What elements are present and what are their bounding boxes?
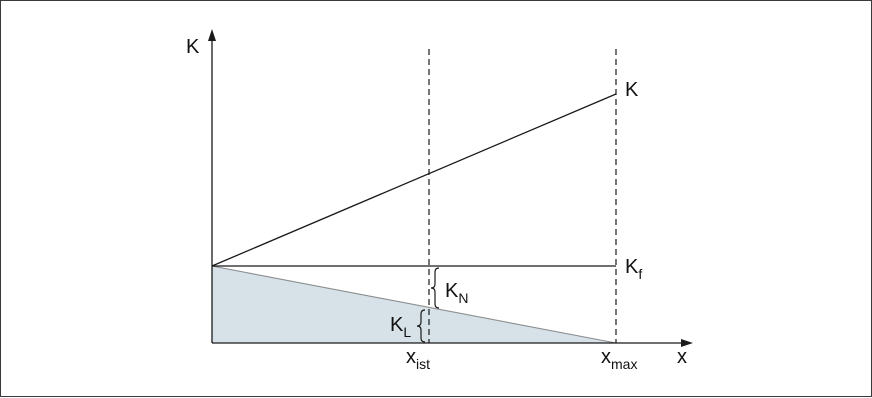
y-axis-label: K	[186, 36, 200, 58]
fixed-cost-label: Kf	[625, 256, 642, 282]
y-axis-arrow	[208, 29, 216, 41]
total-cost-label: K	[625, 79, 639, 101]
x-axis-arrow	[681, 339, 693, 347]
declining-line	[211, 265, 617, 344]
kn-label: KN	[445, 280, 468, 306]
brace-n	[430, 267, 440, 309]
brace-l	[416, 309, 426, 343]
total-cost-line	[211, 93, 617, 267]
shaded-region	[212, 266, 616, 343]
x-max-label: xmax	[601, 346, 637, 372]
kl-label: KL	[390, 314, 411, 340]
x-axis-label: x	[677, 346, 687, 368]
x-ist-label: xist	[406, 346, 430, 372]
